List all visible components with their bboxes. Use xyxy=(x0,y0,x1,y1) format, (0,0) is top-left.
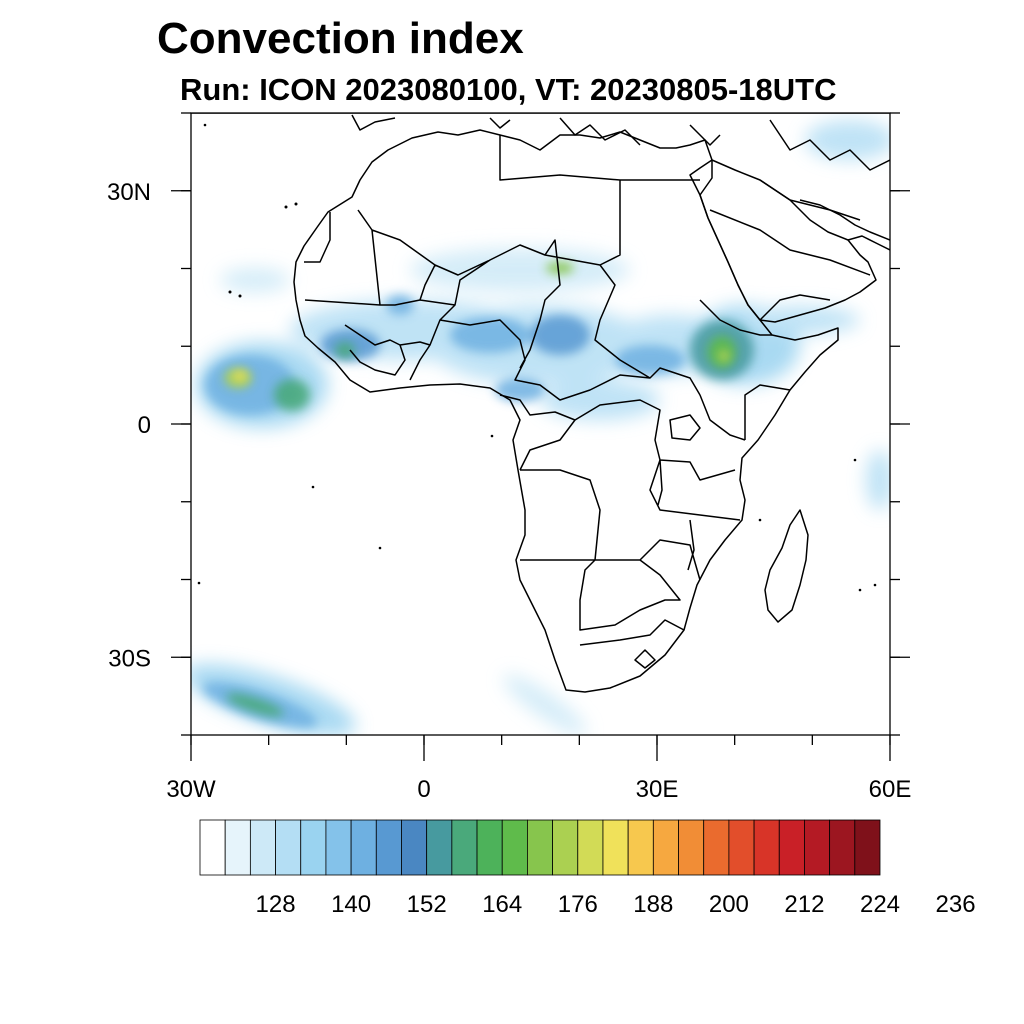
x-tick-label: 30W xyxy=(166,776,216,803)
field-sahara-envelope xyxy=(410,248,630,292)
field-indian-ocean-envelope xyxy=(503,674,587,735)
island xyxy=(238,294,242,298)
lake-tanganyika xyxy=(657,459,663,506)
field-liberia-core xyxy=(335,342,355,358)
colorbar-swatch xyxy=(703,819,730,876)
colorbar-swatch xyxy=(375,819,402,876)
colorbar-label: 188 xyxy=(633,891,673,918)
madagascar-coastline xyxy=(764,509,809,623)
colorbar-swatch xyxy=(527,819,553,876)
europe-coastline xyxy=(191,113,890,171)
colorbar-label: 224 xyxy=(860,891,900,918)
island xyxy=(490,434,494,438)
colorbar-swatch xyxy=(652,819,679,876)
colorbar-swatch xyxy=(804,819,831,876)
colorbar-swatch xyxy=(300,819,327,876)
colorbar-label: 152 xyxy=(407,891,447,918)
colorbar-swatch xyxy=(224,819,251,876)
internal-borders xyxy=(304,135,871,669)
lake-victoria xyxy=(669,414,701,441)
island xyxy=(378,546,382,550)
island xyxy=(228,290,232,294)
axis-ticks xyxy=(171,112,910,761)
y-tick-label: 30S xyxy=(108,645,151,672)
colorbar-swatch xyxy=(426,819,453,876)
field-tibesti-core xyxy=(546,262,574,274)
y-tick-label: 30N xyxy=(107,179,151,206)
colorbar-swatch xyxy=(728,819,755,876)
colorbar-swatch xyxy=(249,819,276,876)
colorbar-swatch xyxy=(476,819,503,876)
map-frame xyxy=(190,112,891,736)
africa-coastline xyxy=(293,129,839,693)
islands xyxy=(197,123,877,592)
colorbar-swatch xyxy=(678,819,705,876)
country-borders xyxy=(191,113,890,693)
field-mali-mid xyxy=(386,295,414,315)
colorbar-swatch xyxy=(199,819,226,876)
colorbar-swatch xyxy=(602,819,629,876)
colorbar-swatch xyxy=(829,819,856,876)
field-east-indian-envelope xyxy=(866,450,890,510)
field-south-atlantic-core xyxy=(226,693,284,717)
colorbar-label: 212 xyxy=(784,891,824,918)
field-atlantic-north-envelope xyxy=(220,268,290,292)
iran-coastline xyxy=(799,199,890,251)
colorbar-label: 200 xyxy=(709,891,749,918)
colorbar-label: 128 xyxy=(256,891,296,918)
island xyxy=(758,518,762,522)
colorbar-swatch xyxy=(325,819,352,876)
island xyxy=(853,458,857,462)
colorbar-label: 164 xyxy=(482,891,522,918)
field-iran-envelope xyxy=(805,120,890,160)
axis-tick-labels: 30W 0 30E 60E 30N 0 30S xyxy=(107,179,911,803)
chart-subtitle: Run: ICON 2023080100, VT: 20230805-18UTC xyxy=(180,72,837,107)
y-tick-label: 0 xyxy=(138,412,151,439)
colorbar-label: 140 xyxy=(331,891,371,918)
colorbar-swatch xyxy=(451,819,478,876)
field-gulf-aden-envelope xyxy=(740,306,860,334)
colorbar-swatch xyxy=(627,819,654,876)
field-ethiopia-peak xyxy=(719,351,729,361)
x-tick-label: 60E xyxy=(869,776,912,803)
colorbar-labels: 128 140 152 164 176 188 200 212 224 236 xyxy=(256,891,976,918)
colorbar-swatch xyxy=(778,819,805,876)
field-chad-mid xyxy=(530,315,590,355)
x-tick-label: 0 xyxy=(417,776,430,803)
colorbar xyxy=(199,819,881,876)
colorbar-swatch xyxy=(350,819,377,876)
island xyxy=(294,202,298,206)
colorbar-label: 236 xyxy=(936,891,976,918)
arabia-coastline xyxy=(699,159,877,323)
field-atlantic-peak xyxy=(233,371,247,381)
colorbar-swatch xyxy=(275,819,302,876)
colorbar-swatch xyxy=(577,819,604,876)
island xyxy=(284,205,288,209)
lake-nyasa xyxy=(687,519,695,571)
field-atlantic-core-green xyxy=(274,379,310,411)
field-atlantic-mid xyxy=(205,355,295,415)
island xyxy=(203,123,207,127)
convection-field xyxy=(191,120,890,735)
colorbar-swatch xyxy=(753,819,780,876)
colorbar-swatch xyxy=(854,819,881,876)
field-south-sudan-mid xyxy=(615,345,685,375)
colorbar-swatch xyxy=(501,819,528,876)
chart-title: Convection index xyxy=(157,14,524,63)
island xyxy=(873,583,877,587)
field-car-envelope xyxy=(540,380,660,420)
island xyxy=(197,581,201,585)
island xyxy=(311,485,315,489)
colorbar-label: 176 xyxy=(558,891,598,918)
field-nigeria-mid xyxy=(450,317,530,353)
colorbar-swatch xyxy=(552,819,579,876)
x-tick-label: 30E xyxy=(636,776,679,803)
colorbar-swatch xyxy=(401,819,428,876)
island xyxy=(858,588,862,592)
